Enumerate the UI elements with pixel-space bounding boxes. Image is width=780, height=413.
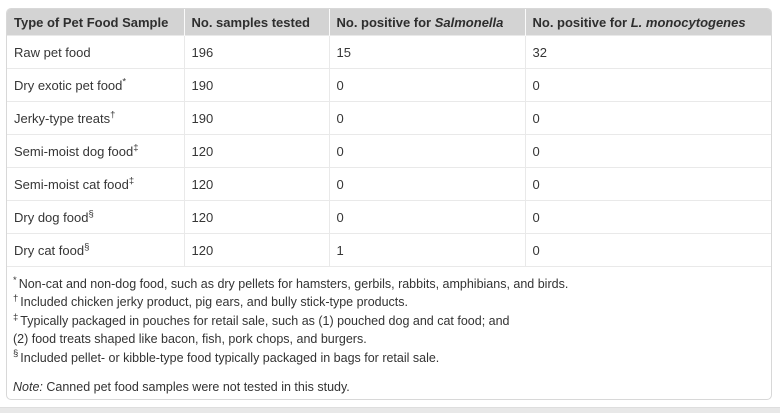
cell-sample: Dry exotic pet food* [7, 68, 184, 102]
col-header-listeria: No. positive for L. monocytogenes [524, 9, 771, 36]
footnote-double-dagger-cont: (2) food treats shaped like bacon, fish,… [13, 330, 761, 348]
cell-salmonella: 15 [328, 35, 525, 69]
cell-samples-tested: 190 [183, 101, 329, 135]
cell-samples-tested: 190 [183, 68, 329, 102]
footnote-asterisk: * Non-cat and non-dog food, such as dry p… [13, 275, 761, 293]
footnote-section-mark: § Included pellet- or kibble-type food ty… [13, 349, 761, 367]
footnote-dagger: † Included chicken jerky product, pig ear… [13, 293, 761, 311]
cell-listeria: 0 [524, 101, 771, 135]
cell-sample: Semi-moist dog food‡ [7, 134, 184, 168]
cell-sample: Jerky-type treats† [7, 101, 184, 135]
col-header-label: No. samples tested [191, 14, 311, 30]
footnote-marker: ‡ [13, 311, 19, 323]
footnote-text: Non-cat and non-dog food, such as dry pe… [18, 277, 569, 291]
footnote-marker: † [13, 293, 19, 305]
header-row: Type of Pet Food Sample No. samples test… [7, 9, 771, 36]
table-row: Semi-moist dog food‡ 120 0 0 [7, 134, 771, 168]
footnote-text: Included chicken jerky product, pig ears… [20, 295, 408, 310]
footnote-text: Included pellet- or kibble-type food typ… [20, 350, 440, 365]
cell-sample: Dry cat food§ [7, 233, 184, 267]
col-header-label: No. positive for [532, 14, 631, 30]
page-section-divider [0, 407, 780, 413]
cell-samples-tested: 120 [183, 233, 329, 267]
footnote-marker: § [13, 348, 19, 360]
footnote-marker: ‡ [128, 175, 135, 187]
table-row: Raw pet food 196 15 32 [7, 35, 771, 69]
cell-samples-tested: 120 [183, 200, 329, 234]
footnote-marker: * [122, 76, 127, 88]
cell-listeria: 0 [524, 68, 771, 102]
footnote-marker: * [13, 275, 17, 286]
cell-salmonella: 0 [328, 68, 525, 102]
footnotes-section: * Non-cat and non-dog food, such as dry p… [7, 267, 771, 396]
pet-food-results-table: Type of Pet Food Sample No. samples test… [7, 9, 771, 267]
cell-salmonella: 1 [328, 233, 525, 267]
footnote-text: Typically packaged in pouches for retail… [20, 313, 510, 328]
footnote-marker: § [84, 241, 90, 253]
footnote-marker: ‡ [133, 142, 139, 154]
table-row: Dry cat food§ 120 1 0 [7, 233, 771, 267]
table-header: Type of Pet Food Sample No. samples test… [7, 9, 771, 36]
cell-listeria: 0 [524, 233, 771, 267]
cell-listeria: 0 [524, 200, 771, 234]
table-row: Dry exotic pet food* 190 0 0 [7, 68, 771, 102]
col-header-sample-type: Type of Pet Food Sample [7, 9, 184, 36]
col-header-label: No. positive for [336, 14, 435, 30]
col-header-samples-tested: No. samples tested [183, 9, 329, 36]
col-header-salmonella: No. positive for Salmonella [328, 9, 525, 36]
cell-salmonella: 0 [328, 101, 525, 135]
cell-salmonella: 0 [328, 167, 525, 201]
cell-listeria: 0 [524, 134, 771, 168]
footnote-text: (2) food treats shaped like bacon, fish,… [13, 332, 367, 347]
cell-sample: Raw pet food [7, 35, 184, 69]
cell-salmonella: 0 [328, 134, 525, 168]
table-row: Dry dog food§ 120 0 0 [7, 200, 771, 234]
table-card: Type of Pet Food Sample No. samples test… [6, 8, 772, 400]
note-text: Canned pet food samples were not tested … [42, 380, 350, 395]
footnote-marker: § [88, 208, 94, 220]
note-label: Note: [13, 380, 43, 395]
cell-salmonella: 0 [328, 200, 525, 234]
cell-sample: Dry dog food§ [7, 200, 184, 234]
cell-sample: Semi-moist cat food‡ [7, 167, 184, 201]
cell-samples-tested: 120 [183, 134, 329, 168]
cell-listeria: 0 [524, 167, 771, 201]
cell-samples-tested: 120 [183, 167, 329, 201]
table-row: Semi-moist cat food‡ 120 0 0 [7, 167, 771, 201]
footnote-marker: † [110, 109, 116, 121]
table-row: Jerky-type treats† 190 0 0 [7, 101, 771, 135]
cell-samples-tested: 196 [183, 35, 329, 69]
table-body: Raw pet food 196 15 32 Dry exotic pet fo… [7, 35, 771, 267]
footnote-double-dagger: ‡ Typically packaged in pouches for retai… [13, 312, 761, 330]
col-header-label: Type of Pet Food Sample [14, 14, 169, 30]
species-name-italic: Salmonella [434, 14, 504, 30]
cell-listeria: 32 [524, 35, 771, 69]
species-name-italic: L. monocytogenes [630, 14, 746, 30]
note-line: Note: Canned pet food samples were not t… [13, 378, 761, 396]
